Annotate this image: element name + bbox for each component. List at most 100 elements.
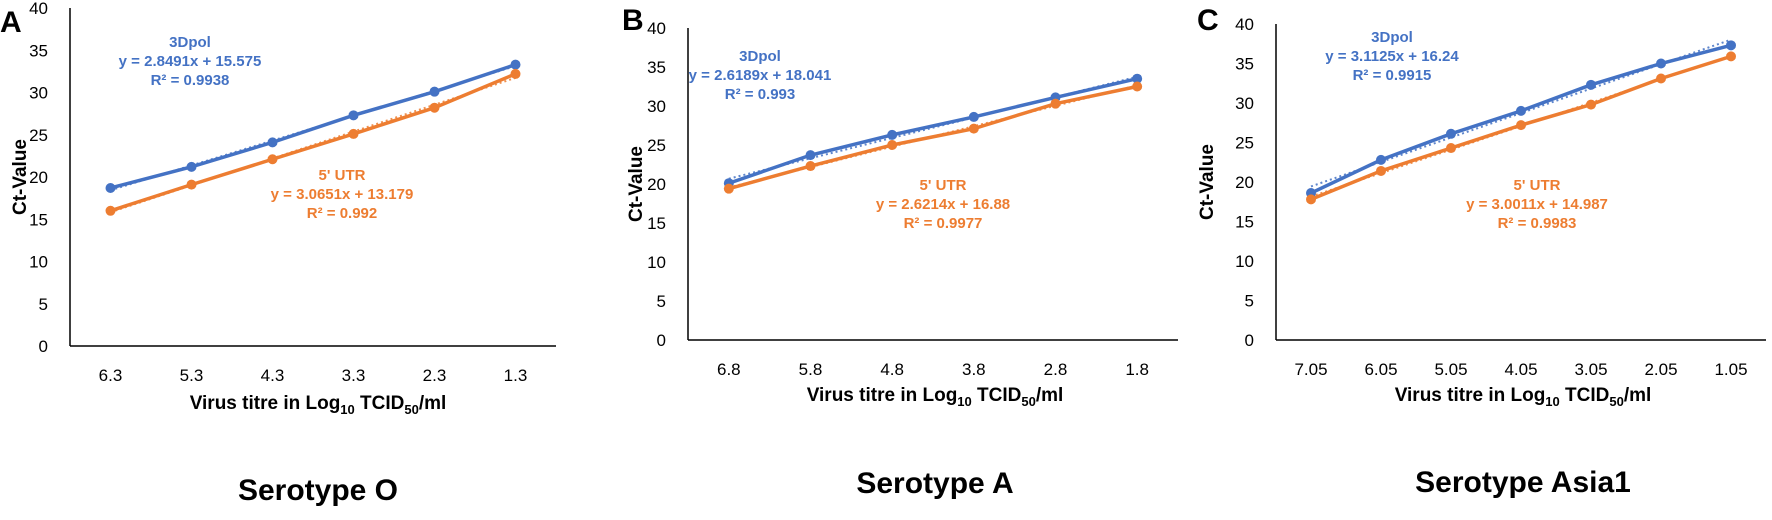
data-point: [348, 110, 359, 121]
x-tick-label: 7.05: [1294, 360, 1327, 379]
x-axis-title: Virus titre in Log10 TCID50/ml: [1395, 385, 1652, 409]
equation-text: y = 3.1125x + 16.24: [1325, 48, 1459, 65]
panel-caption: Serotype Asia1: [1415, 466, 1631, 499]
chart-panel-a: A 0 5 10 15 20 25 30 35 40 6.3 5.3 4.3 3.3 2.3 1.3 Ct-Va…: [0, 0, 556, 507]
panel-caption: Serotype O: [238, 474, 398, 507]
equation-label-5utr: 5' UTR y = 3.0011x + 14.987 R² = 0.9983: [1466, 177, 1608, 232]
x-tick-label: 2.05: [1644, 360, 1677, 379]
x-axis-title-part: TCID: [355, 393, 405, 414]
x-axis-title-part: /ml: [1036, 385, 1063, 406]
y-tick-label: 35: [1235, 55, 1254, 74]
x-tick-label: 1.05: [1714, 360, 1747, 379]
panel-caption: Serotype A: [856, 467, 1013, 500]
data-point: [510, 59, 521, 70]
data-point: [723, 183, 734, 194]
x-tick-label: 4.05: [1504, 360, 1537, 379]
data-point: [429, 102, 440, 113]
y-tick-label: 40: [647, 19, 666, 38]
y-tick-label: 25: [1235, 134, 1254, 153]
data-point: [1586, 99, 1596, 110]
y-tick-label: 15: [647, 214, 666, 233]
x-axis-title-subscript: 50: [1021, 394, 1035, 409]
x-axis-title: Virus titre in Log10 TCID50/ml: [807, 385, 1064, 409]
y-tick-label: 5: [657, 292, 666, 311]
data-point: [348, 128, 359, 139]
x-tick-label: 6.05: [1364, 360, 1397, 379]
y-tick-label: 25: [647, 136, 666, 155]
y-tick-label: 30: [1235, 94, 1254, 113]
data-point: [1516, 120, 1526, 131]
series-5utr: [1306, 51, 1736, 205]
x-axis-title: Virus titre in Log10 TCID50/ml: [190, 393, 447, 417]
x-tick-label: 6.3: [99, 366, 123, 385]
data-point: [1132, 81, 1143, 92]
y-tick-label: 5: [39, 295, 48, 314]
y-tick-label: 5: [1245, 292, 1254, 311]
y-tick-label: 30: [29, 84, 48, 103]
panel-letter: A: [0, 6, 22, 39]
y-tick-label: 35: [647, 58, 666, 77]
equation-label-5utr: 5' UTR y = 2.6214x + 16.88 R² = 0.9977: [876, 177, 1010, 232]
equation-label-3dpol: 3Dpol y = 2.6189x + 18.041 R² = 0.993: [689, 48, 832, 103]
equation-text: 5' UTR: [1514, 177, 1561, 194]
equation-text: y = 2.8491x + 15.575: [119, 53, 262, 70]
series-5utr: [723, 81, 1143, 194]
x-tick-label: 4.8: [880, 360, 904, 379]
data-point: [887, 129, 898, 140]
data-point: [1132, 73, 1143, 84]
x-tick-label: 2.3: [423, 366, 447, 385]
y-tick-label: 35: [29, 41, 48, 60]
data-point: [429, 86, 440, 97]
data-point: [267, 137, 278, 148]
y-tick-label: 15: [29, 210, 48, 229]
equation-label-5utr: 5' UTR y = 3.0651x + 13.179 R² = 0.992: [271, 167, 414, 222]
x-tick-label: 5.8: [799, 360, 823, 379]
data-point: [105, 205, 116, 216]
equation-text: R² = 0.9938: [151, 72, 230, 89]
x-axis-title-subscript: 10: [340, 402, 354, 417]
equation-text: R² = 0.9915: [1353, 67, 1432, 84]
data-point: [1516, 105, 1526, 116]
x-tick-label: 3.3: [342, 366, 366, 385]
data-point: [105, 182, 116, 193]
y-tick-label: 20: [29, 168, 48, 187]
series-line: [728, 84, 1138, 191]
y-tick-label: 40: [1235, 15, 1254, 34]
x-axis-title-part: TCID: [1560, 385, 1610, 406]
data-point: [1586, 79, 1596, 90]
data-point: [1376, 165, 1386, 176]
series-line: [110, 62, 517, 190]
data-point: [968, 111, 979, 122]
chart-panel-c: C 0 5 10 15 20 25 30 35 40 7.05 6.05 5.05 4.05 3.05 2.0…: [1197, 4, 1766, 499]
equation-text: 3Dpol: [1371, 29, 1413, 46]
x-tick-label: 4.3: [261, 366, 285, 385]
data-point: [1306, 194, 1316, 205]
x-axis-title-subscript: 10: [1545, 394, 1559, 409]
x-tick-label: 5.05: [1434, 360, 1467, 379]
data-point: [887, 140, 898, 150]
equation-text: 3Dpol: [169, 34, 211, 51]
equation-text: R² = 0.993: [725, 86, 795, 103]
x-tick-label: 1.3: [504, 366, 528, 385]
x-axis-title-subscript: 50: [1609, 394, 1623, 409]
x-tick-label: 6.8: [717, 360, 741, 379]
data-point: [1726, 51, 1736, 62]
y-tick-label: 20: [647, 175, 666, 194]
y-tick-label: 15: [1235, 213, 1254, 232]
x-tick-label: 3.05: [1574, 360, 1607, 379]
data-point: [510, 68, 521, 79]
data-point: [1446, 128, 1456, 139]
y-tick-label: 10: [1235, 252, 1254, 271]
data-point: [805, 161, 816, 172]
data-point: [1656, 58, 1666, 69]
x-axis-title-part: Virus titre in Log: [190, 393, 341, 414]
x-axis-title-subscript: 10: [957, 394, 971, 409]
data-point: [1446, 143, 1456, 154]
equation-text: y = 3.0011x + 14.987: [1466, 196, 1608, 213]
equation-text: 5' UTR: [319, 167, 366, 184]
data-point: [1656, 73, 1666, 84]
series-line: [109, 72, 517, 213]
data-point: [1726, 40, 1736, 51]
y-axis-title: Ct-Value: [1197, 144, 1218, 220]
